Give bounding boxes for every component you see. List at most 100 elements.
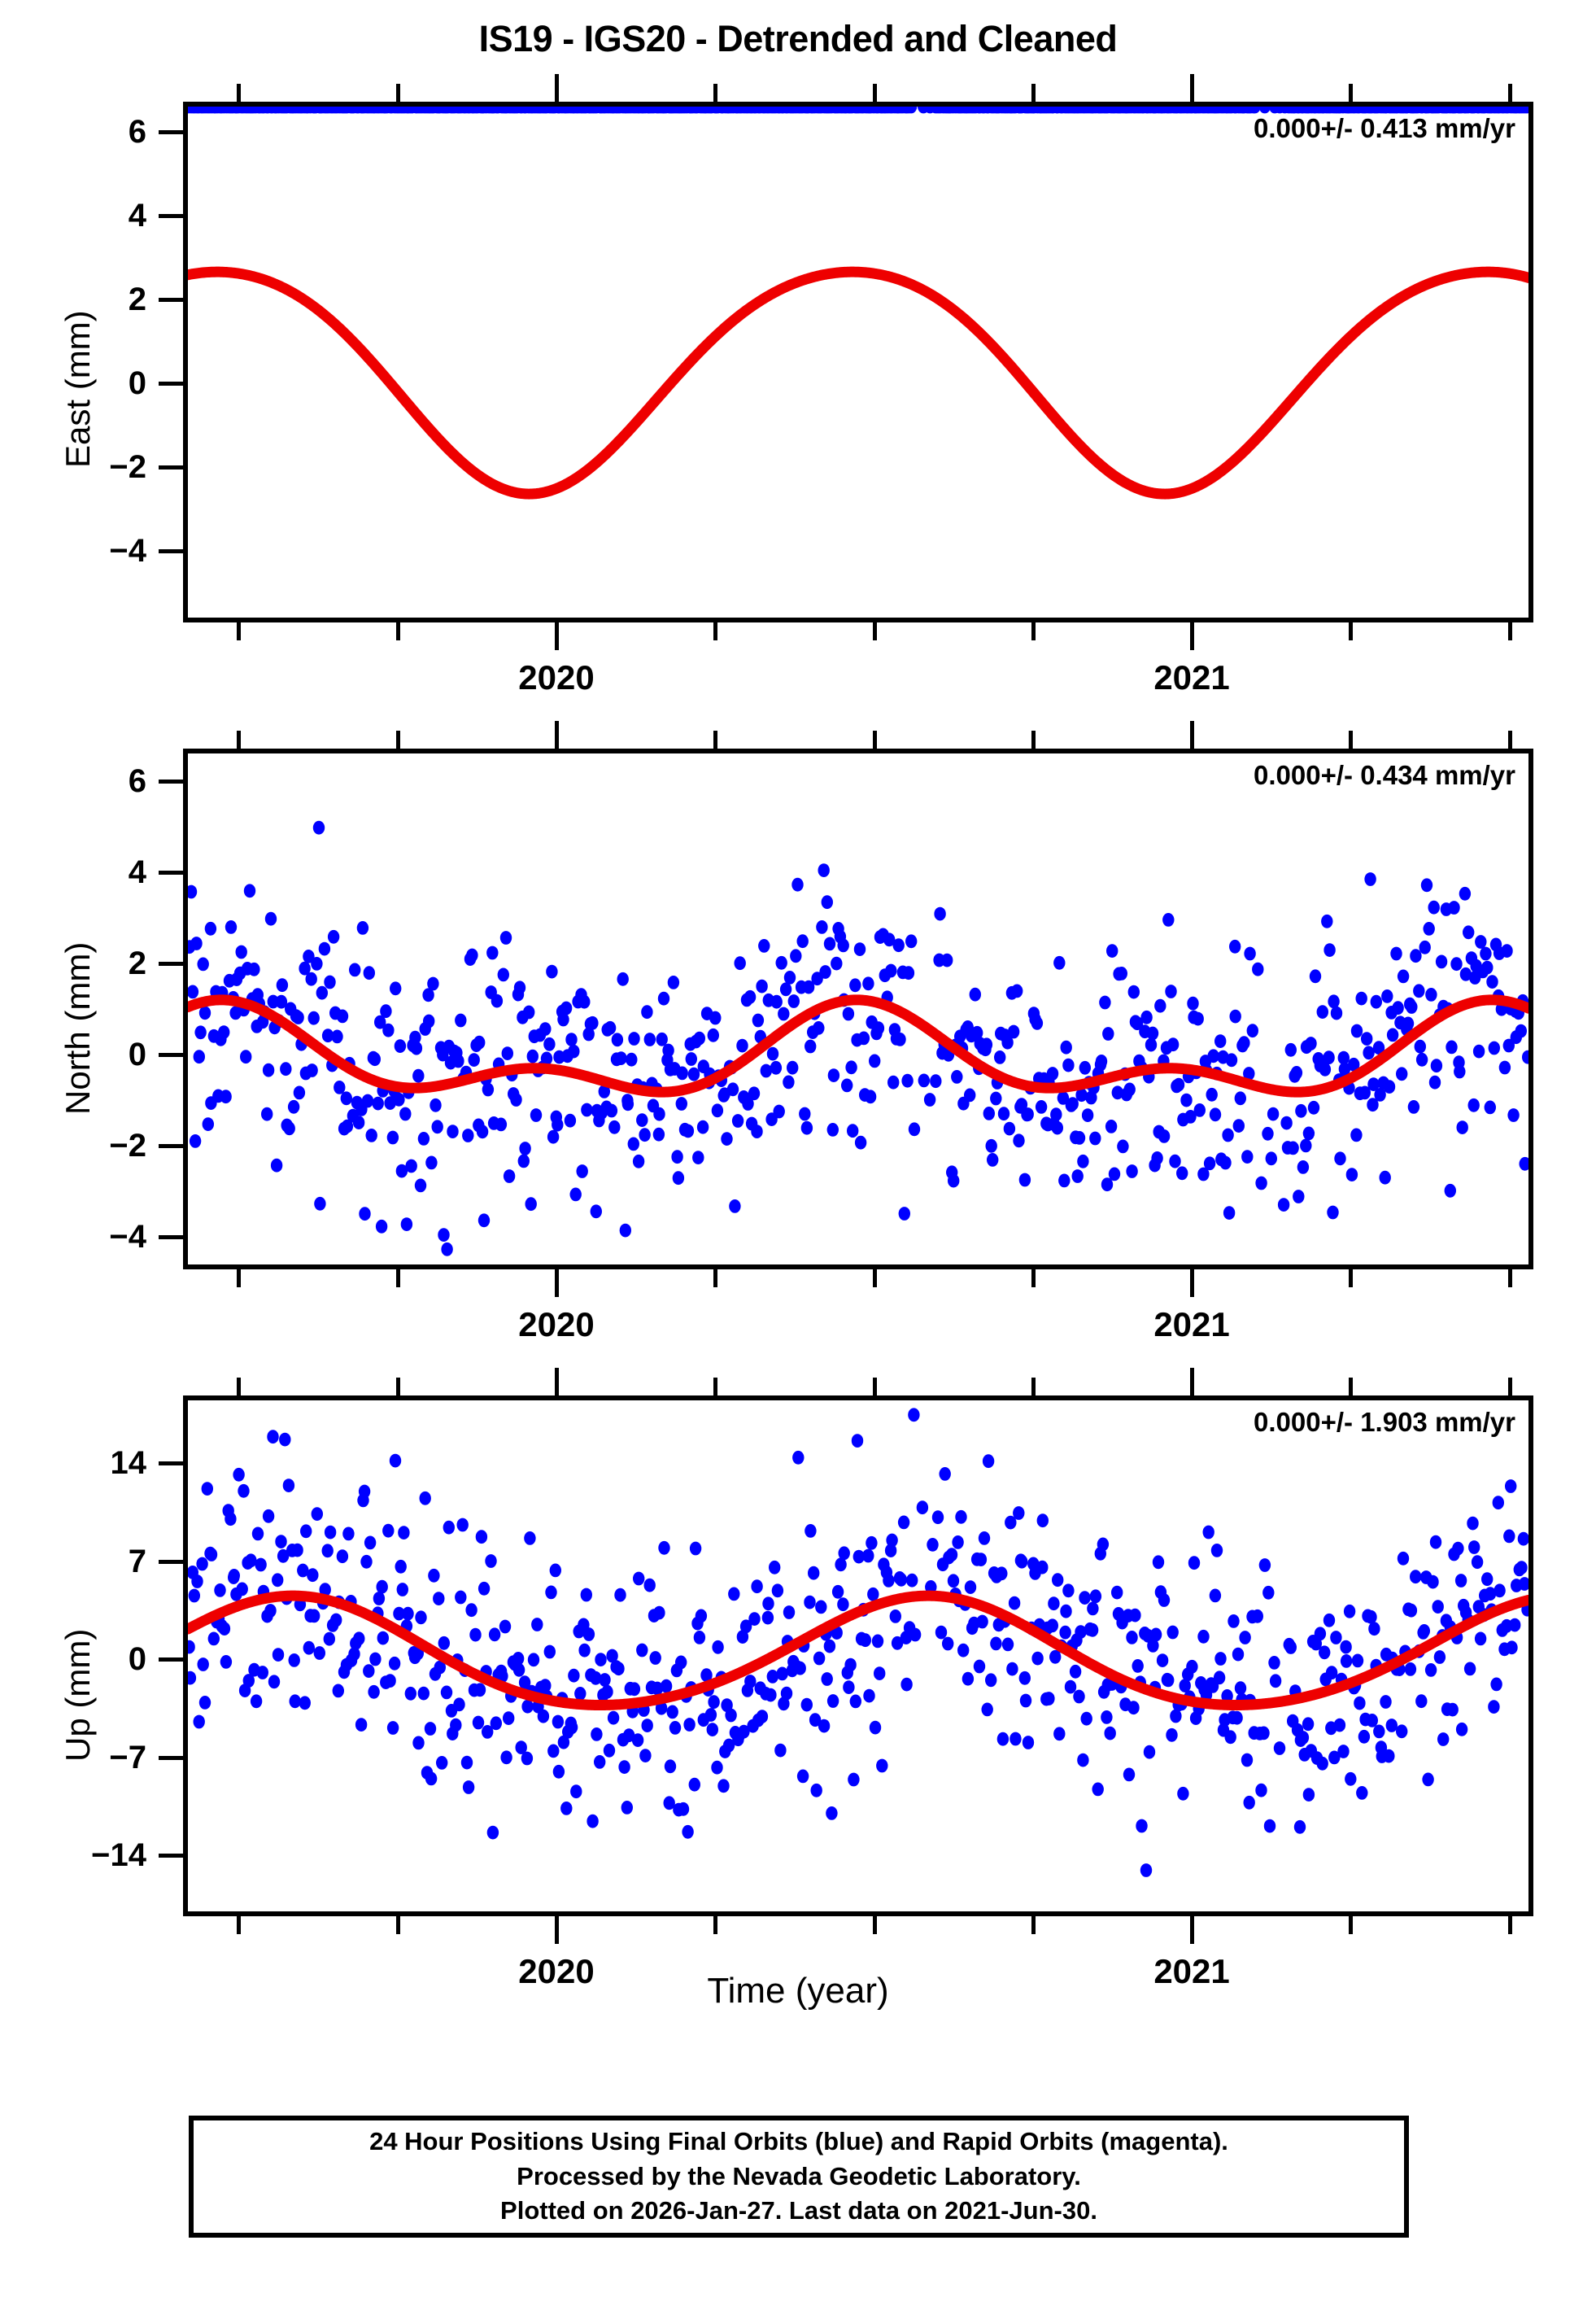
- data-point: [1316, 1756, 1328, 1771]
- data-point: [1180, 1093, 1193, 1107]
- data-point: [1350, 1128, 1363, 1142]
- data-point: [1176, 1166, 1188, 1181]
- data-point: [700, 1668, 713, 1683]
- x-tick-minor: [713, 1269, 718, 1287]
- data-point: [844, 1657, 857, 1672]
- data-point: [497, 967, 509, 982]
- data-point: [1197, 1629, 1210, 1644]
- data-point: [796, 934, 809, 949]
- data-point: [689, 1541, 702, 1556]
- data-point: [501, 1046, 513, 1060]
- data-point: [1519, 1577, 1528, 1591]
- data-point: [341, 1119, 354, 1133]
- data-point: [964, 1580, 977, 1594]
- data-point: [787, 1060, 799, 1075]
- data-point: [590, 1204, 602, 1219]
- data-point: [1165, 985, 1177, 998]
- data-point: [1302, 1717, 1315, 1732]
- data-point: [884, 1544, 897, 1557]
- data-point: [1018, 1173, 1031, 1187]
- data-point: [327, 929, 340, 944]
- data-point: [996, 1732, 1009, 1746]
- y-tick-mark: [159, 1755, 183, 1760]
- data-point: [872, 1021, 885, 1035]
- data-point: [1486, 975, 1498, 989]
- data-point: [205, 1548, 218, 1561]
- data-point: [837, 1597, 849, 1612]
- data-point: [1075, 1625, 1087, 1639]
- data-point: [280, 1062, 292, 1077]
- data-point: [614, 1588, 626, 1602]
- data-point: [819, 965, 831, 979]
- data-point: [293, 1085, 306, 1100]
- data-point: [1430, 1059, 1443, 1073]
- data-point: [443, 1520, 455, 1535]
- plot-canvas-north: [188, 820, 1528, 1256]
- data-point: [722, 1738, 735, 1753]
- data-point: [994, 1050, 1006, 1064]
- data-point: [826, 1123, 839, 1137]
- data-point: [1337, 1745, 1350, 1758]
- data-point: [594, 1755, 606, 1769]
- data-point: [780, 1686, 793, 1701]
- data-point: [729, 1199, 741, 1213]
- data-point: [707, 1028, 719, 1042]
- y-tick-mark: [159, 961, 183, 966]
- data-point: [1327, 1205, 1339, 1220]
- data-point: [1214, 1034, 1227, 1048]
- data-point: [773, 1104, 785, 1119]
- data-point: [619, 1223, 631, 1238]
- data-point: [240, 1050, 252, 1064]
- data-point: [220, 1090, 232, 1104]
- data-point: [434, 1660, 446, 1675]
- data-point: [947, 1574, 960, 1588]
- data-point: [1420, 878, 1433, 893]
- data-point: [1019, 1693, 1032, 1708]
- x-tick-minor: [237, 1916, 242, 1934]
- data-point: [515, 1740, 527, 1754]
- data-point: [925, 1580, 937, 1594]
- data-point: [197, 957, 209, 972]
- data-point: [1209, 1107, 1222, 1122]
- data-point: [981, 1702, 993, 1717]
- data-point: [262, 1509, 275, 1523]
- x-tick-minor: [395, 84, 400, 102]
- data-point: [393, 1092, 405, 1107]
- data-point: [469, 1627, 482, 1642]
- data-point: [1406, 1000, 1418, 1014]
- data-point: [318, 941, 331, 956]
- data-point: [1214, 1652, 1227, 1666]
- data-point: [1232, 1647, 1245, 1662]
- data-point: [587, 1015, 599, 1030]
- data-point: [1156, 1653, 1169, 1667]
- data-point: [889, 1609, 901, 1623]
- data-point: [1410, 1570, 1422, 1584]
- caption-line-1: 24 Hour Positions Using Final Orbits (bl…: [369, 2126, 1228, 2155]
- data-point: [193, 1714, 205, 1729]
- data-point: [245, 1553, 257, 1568]
- data-point: [876, 1758, 888, 1773]
- data-point: [608, 1120, 621, 1134]
- data-point: [299, 1696, 311, 1710]
- y-tick-label: 7: [128, 1543, 146, 1579]
- data-point: [1365, 1609, 1377, 1624]
- y-tick-label: 14: [110, 1445, 147, 1482]
- data-point: [560, 1802, 573, 1815]
- data-point: [1467, 1516, 1479, 1531]
- data-point: [565, 1720, 578, 1735]
- data-point: [1481, 960, 1494, 975]
- data-point: [887, 1075, 900, 1090]
- y-tick-mark: [159, 779, 183, 784]
- data-point: [1484, 1587, 1497, 1601]
- data-point: [835, 1557, 847, 1572]
- data-point: [1018, 1671, 1031, 1685]
- data-point: [270, 1158, 283, 1173]
- data-point: [518, 1675, 531, 1690]
- data-point: [468, 1053, 480, 1067]
- data-point: [319, 1583, 331, 1597]
- data-point: [438, 1636, 450, 1650]
- data-point: [1073, 1131, 1086, 1145]
- y-tick-label: 6: [128, 113, 146, 150]
- data-point: [905, 107, 918, 114]
- data-point: [1117, 1139, 1129, 1154]
